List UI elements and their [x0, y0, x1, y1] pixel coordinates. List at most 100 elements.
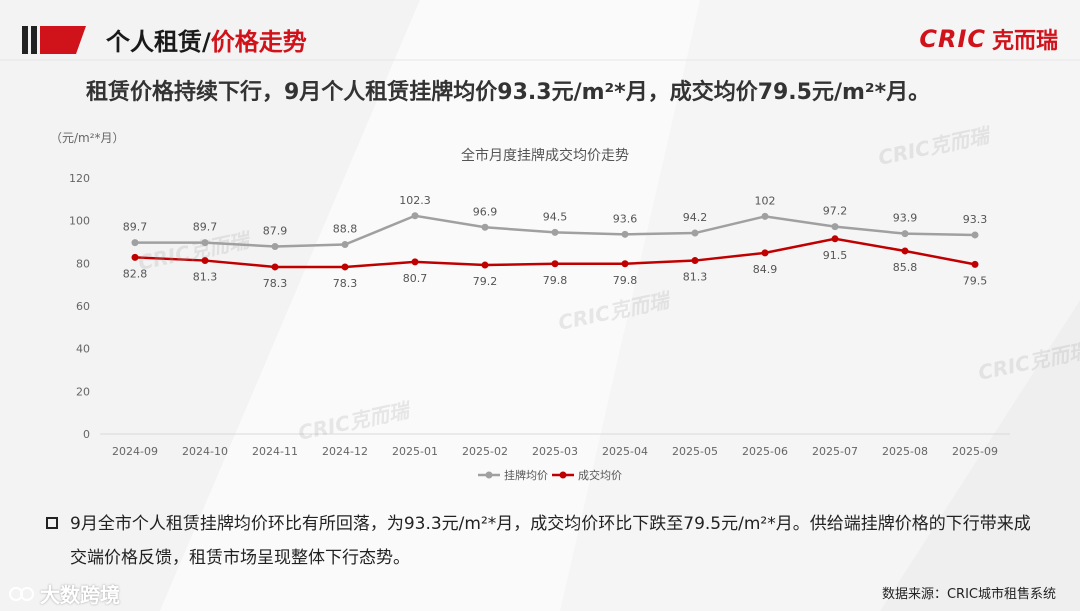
data-label: 94.5 — [543, 210, 568, 223]
data-label: 89.7 — [123, 221, 148, 234]
data-label: 85.8 — [893, 261, 918, 274]
data-label: 79.5 — [963, 274, 988, 287]
data-point — [481, 223, 489, 231]
data-label: 78.3 — [263, 277, 288, 290]
y-tick-label: 20 — [76, 385, 90, 398]
data-label: 96.9 — [473, 205, 498, 218]
data-point — [341, 263, 349, 271]
x-tick-label: 2024-10 — [182, 445, 228, 458]
data-point — [201, 239, 209, 247]
data-label: 93.9 — [893, 212, 918, 225]
page-title-highlight: 价格走势 — [210, 28, 307, 56]
x-tick-label: 2025-07 — [812, 445, 858, 458]
series-deal: 82.8 81.3 78.3 78.3 80.7 79.2 79.8 79.8 81.3 84.9… — [123, 235, 988, 290]
chart-title: 全市月度挂牌成交均价走势 — [461, 147, 629, 164]
data-label: 80.7 — [403, 272, 428, 285]
x-axis: 2024-09 2024-10 2024-11 2024-12 2025-01 2025-… — [100, 433, 1010, 458]
y-tick-label: 120 — [69, 172, 90, 185]
data-label: 84.9 — [753, 263, 778, 276]
data-label: 91.5 — [823, 249, 848, 262]
series-layer: 89.7 89.7 87.9 88.8 102.3 96.9 94.5 93.6 94.2 102… — [123, 194, 988, 290]
data-point — [621, 260, 629, 268]
data-label: 94.2 — [683, 211, 708, 224]
data-label: 102 — [755, 194, 776, 207]
summary-text: 9月全市个人租赁挂牌均价环比有所回落，为93.3元/m²*月，成交均价环比下跌至… — [70, 514, 1031, 568]
data-label: 89.7 — [193, 221, 218, 234]
data-point — [761, 249, 769, 257]
footer-watermark-icon — [9, 586, 34, 601]
y-tick-label: 40 — [76, 343, 90, 356]
legend-marker — [559, 471, 567, 479]
y-tick-label: 60 — [76, 300, 90, 313]
legend-marker — [485, 471, 493, 479]
brand-logo: CRIC 克而瑞 — [919, 24, 1058, 54]
x-tick-label: 2025-08 — [882, 445, 928, 458]
data-label: 82.8 — [123, 267, 148, 280]
footer-watermark-text: 大数跨境 — [40, 583, 120, 607]
y-unit-label: （元/m²*月） — [50, 131, 125, 145]
chart-legend: 挂牌均价 成交均价 — [478, 468, 622, 482]
data-label: 81.3 — [683, 271, 708, 284]
data-point — [271, 242, 279, 250]
data-point — [901, 230, 909, 238]
data-label: 102.3 — [399, 194, 431, 207]
data-point — [551, 228, 559, 236]
x-tick-label: 2025-05 — [672, 445, 718, 458]
data-point — [551, 260, 559, 268]
data-label: 78.3 — [333, 277, 358, 290]
x-tick-label: 2025-03 — [532, 445, 578, 458]
data-point — [831, 235, 839, 243]
x-tick-label: 2024-12 — [322, 445, 368, 458]
chart-watermark-text: CRIC克而瑞 — [876, 122, 994, 169]
data-point — [831, 223, 839, 231]
y-tick-label: 80 — [76, 257, 90, 270]
x-tick-label: 2025-02 — [462, 445, 508, 458]
header-logo-bars — [22, 26, 86, 54]
x-tick-label: 2025-06 — [742, 445, 788, 458]
data-point — [341, 241, 349, 249]
data-point — [411, 212, 419, 220]
page-title: 个人租赁/价格走势 — [106, 22, 307, 57]
data-point — [761, 212, 769, 220]
data-label: 87.9 — [263, 224, 288, 237]
footer-watermark: 大数跨境 — [8, 579, 120, 608]
data-label: 88.8 — [333, 223, 358, 236]
data-point — [901, 247, 909, 255]
data-label: 79.8 — [613, 274, 638, 287]
data-point — [971, 231, 979, 239]
data-point — [201, 257, 209, 265]
y-axis: 0 20 40 60 80 100 120 — [69, 172, 90, 441]
chart-watermark-text: CRIC克而瑞 — [976, 337, 1080, 384]
data-point — [131, 253, 139, 261]
data-label: 81.3 — [193, 271, 218, 284]
y-tick-label: 0 — [83, 428, 90, 441]
bullet-square-icon — [46, 517, 58, 529]
x-tick-label: 2025-01 — [392, 445, 438, 458]
x-tick-label: 2024-09 — [112, 445, 158, 458]
data-point — [271, 263, 279, 271]
data-label: 93.3 — [963, 213, 988, 226]
data-point — [691, 257, 699, 265]
data-label: 79.2 — [473, 275, 498, 288]
data-point — [691, 229, 699, 237]
chart-watermark-text: CRIC克而瑞 — [556, 287, 674, 334]
data-point — [621, 230, 629, 238]
data-label: 79.8 — [543, 274, 568, 287]
line-chart: （元/m²*月） 全市月度挂牌成交均价走势 0 20 40 60 80 100 120 20… — [50, 122, 1080, 482]
summary-bullet: 9月全市个人租赁挂牌均价环比有所回落，为93.3元/m²*月，成交均价环比下跌至… — [46, 507, 1036, 575]
data-label: 93.6 — [613, 212, 638, 225]
chart-watermark-text: CRIC克而瑞 — [296, 397, 414, 444]
data-point — [481, 261, 489, 269]
series-listing: 89.7 89.7 87.9 88.8 102.3 96.9 94.5 93.6 94.2 102… — [123, 194, 988, 250]
headline: 租赁价格持续下行，9月个人租赁挂牌均价93.3元/m²*月，成交均价79.5元/… — [86, 80, 931, 105]
data-point — [411, 258, 419, 266]
page-title-prefix: 个人租赁/ — [106, 28, 211, 56]
chart-watermark-text: CRIC克而瑞 — [136, 227, 254, 274]
data-point — [131, 239, 139, 247]
data-label: 97.2 — [823, 205, 848, 218]
data-source: 数据来源：CRIC城市租售系统 — [881, 587, 1056, 602]
data-point — [971, 260, 979, 268]
legend-label: 成交均价 — [578, 468, 622, 482]
x-tick-label: 2025-04 — [602, 445, 648, 458]
